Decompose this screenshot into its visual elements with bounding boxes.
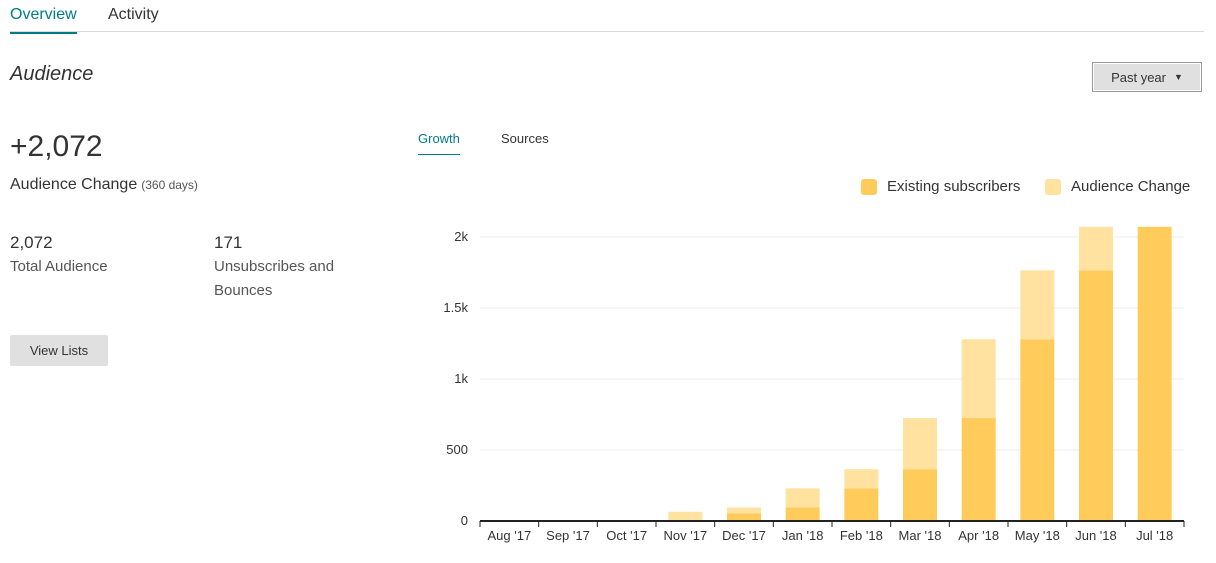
x-tick-label: Jan '18: [782, 528, 824, 543]
bar-audience-change: [1079, 226, 1113, 271]
tab-activity[interactable]: Activity: [108, 6, 159, 23]
y-tick-label: 500: [446, 442, 468, 457]
y-tick-label: 0: [461, 513, 468, 528]
x-tick-label: Feb '18: [840, 528, 883, 543]
x-tick-label: Aug '17: [487, 528, 531, 543]
total-audience-label: Total Audience: [10, 258, 108, 275]
x-tick-label: Apr '18: [958, 528, 999, 543]
bar-existing: [1137, 226, 1172, 521]
bar-existing: [1020, 339, 1055, 521]
chevron-down-icon: ▼: [1174, 72, 1183, 82]
legend-existing-subscribers[interactable]: Existing subscribers: [861, 178, 1020, 195]
audience-change-value: +2,072: [10, 130, 103, 163]
audience-change-title: Audience Change: [10, 176, 138, 193]
x-tick-label: Jul '18: [1136, 528, 1173, 543]
x-tick-label: May '18: [1015, 528, 1060, 543]
y-tick-label: 2k: [454, 229, 468, 244]
bar-existing: [785, 507, 820, 521]
legend-label-existing: Existing subscribers: [887, 178, 1021, 195]
bar-audience-change: [785, 488, 820, 508]
unsubscribes-value: 171: [214, 233, 243, 252]
x-tick-label: Oct '17: [606, 528, 647, 543]
x-tick-label: Nov '17: [663, 528, 707, 543]
bar-audience-change: [1020, 270, 1055, 340]
bar-audience-change: [961, 339, 996, 419]
section-title: Audience: [10, 63, 94, 85]
y-tick-label: 1.5k: [443, 300, 468, 315]
y-tick-label: 1k: [454, 371, 468, 386]
bar-audience-change: [844, 469, 879, 489]
total-audience-stat: 2,072 Total Audience: [10, 233, 170, 279]
bar-existing: [1079, 270, 1113, 521]
bar-audience-change: [903, 418, 937, 470]
legend-swatch-change: [1045, 178, 1061, 195]
audience-change-period: (360 days): [141, 178, 198, 192]
unsubscribes-stat: 171 Unsubscribes and Bounces: [214, 233, 374, 303]
x-tick-label: Dec '17: [722, 528, 766, 543]
unsubscribes-label: Unsubscribes and Bounces: [214, 258, 335, 299]
bar-audience-change: [668, 511, 703, 521]
legend-label-change: Audience Change: [1071, 178, 1191, 195]
bar-existing: [903, 469, 937, 521]
view-lists-button[interactable]: View Lists: [10, 335, 108, 366]
date-range-label: Past year: [1111, 69, 1166, 85]
total-audience-value: 2,072: [10, 233, 53, 252]
main-tabs: Overview Activity: [10, 0, 1204, 34]
date-range-select[interactable]: Past year ▼: [1092, 62, 1202, 92]
audience-change-label: Audience Change (360 days): [10, 176, 198, 194]
legend-audience-change[interactable]: Audience Change: [1045, 178, 1190, 195]
bar-existing: [844, 488, 879, 521]
legend-swatch-existing: [861, 178, 877, 195]
chart-tab-growth[interactable]: Growth: [418, 131, 460, 155]
x-tick-label: Sep '17: [546, 528, 590, 543]
x-tick-label: Jun '18: [1075, 528, 1117, 543]
tab-overview[interactable]: Overview: [10, 6, 77, 34]
bar-existing: [727, 513, 761, 521]
chart-tab-sources[interactable]: Sources: [501, 131, 549, 146]
x-tick-label: Mar '18: [899, 528, 942, 543]
bar-audience-change: [727, 507, 761, 514]
bar-existing: [961, 418, 996, 521]
